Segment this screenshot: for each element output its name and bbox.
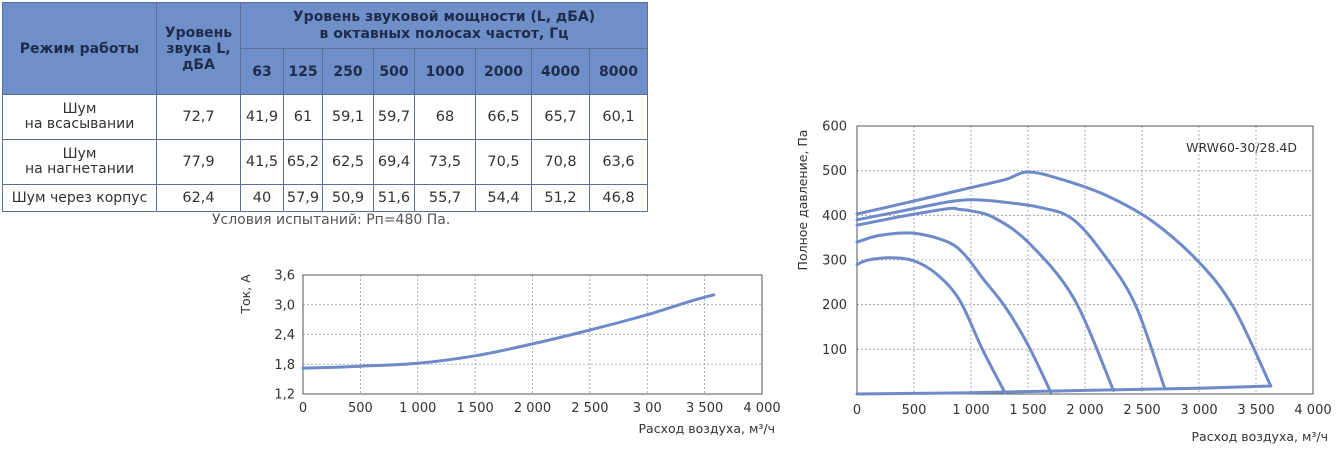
band-cell: 60,1 — [589, 94, 648, 140]
pressure-x-tick-label: 0 — [853, 403, 861, 418]
band-cell: 51,6 — [373, 184, 415, 212]
level-cell: 62,4 — [156, 184, 241, 212]
band-cell: 62,5 — [322, 139, 374, 185]
pressure-x-tick-label: 3 500 — [1237, 403, 1274, 418]
band-cell: 61 — [283, 94, 323, 140]
current-xlabel: Расход воздуха, м³/ч — [639, 421, 775, 436]
band-cell: 65,7 — [531, 94, 590, 140]
current-y-tick-label: 1,8 — [274, 358, 295, 373]
pressure-x-tick-label: 500 — [902, 403, 927, 418]
header-power-line1: Уровень звуковой мощности (L, дБА) — [292, 8, 596, 25]
mode-cell: Шум на нагнетании — [2, 139, 157, 185]
header-freq: 8000 — [589, 48, 648, 95]
pressure-curve-speed-3 — [855, 206, 1115, 392]
current-x-tick-label: 1 500 — [457, 401, 494, 416]
pressure-xlabel: Расход воздуха, м³/ч — [1192, 429, 1328, 444]
pressure-y-tick-label: 500 — [822, 164, 847, 179]
current-x-tick-label: 3 00 — [633, 401, 662, 416]
pressure-x-tick-label: 1 000 — [952, 403, 989, 418]
current-x-tick-label: 2 500 — [571, 401, 608, 416]
current-y-tick-label: 1,2 — [274, 388, 295, 403]
pressure-curve-speed-2 — [855, 231, 1053, 394]
pressure-x-tick-label: 3 000 — [1180, 403, 1217, 418]
table-row: Шум на нагнетании 77,9 41,5 65,2 62,5 69… — [2, 139, 648, 185]
current-x-tick-label: 3 500 — [686, 401, 723, 416]
mode-line: на всасывании — [24, 116, 135, 132]
test-conditions: Условия испытаний: Рп=480 Па. — [212, 212, 451, 228]
pressure-x-tick-label: 1 500 — [1009, 403, 1046, 418]
pressure-x-tick-label: 2 500 — [1123, 403, 1160, 418]
mode-line: Шум — [62, 146, 97, 162]
pressure-x-tick-label: 2 000 — [1066, 403, 1103, 418]
band-cell: 65,2 — [283, 139, 323, 185]
mode-line: на нагнетании — [24, 161, 135, 177]
band-cell: 41,5 — [240, 139, 284, 185]
header-freq: 1000 — [414, 48, 476, 95]
pressure-y-tick-label: 400 — [822, 209, 847, 224]
band-cell: 46,8 — [589, 184, 648, 212]
current-x-tick-label: 2 000 — [514, 401, 551, 416]
model-label: WRW60-30/28.4D — [1186, 140, 1297, 155]
band-cell: 66,5 — [475, 94, 532, 140]
pressure-y-tick-label: 100 — [822, 343, 847, 358]
current-x-tick-label: 0 — [299, 401, 307, 416]
band-cell: 50,9 — [322, 184, 374, 212]
band-cell: 70,5 — [475, 139, 532, 185]
band-cell: 51,2 — [531, 184, 590, 212]
band-cell: 73,5 — [414, 139, 476, 185]
band-cell: 59,7 — [373, 94, 415, 140]
pressure-plot-frame — [856, 125, 1314, 395]
mode-cell: Шум через корпус — [2, 184, 157, 212]
header-power-line2: в октавных полосах частот, Гц — [319, 25, 569, 42]
header-freq: 63 — [240, 48, 284, 95]
mode-line: Шум через корпус — [11, 189, 148, 206]
current-curve-current — [301, 293, 716, 370]
current-y-tick-label: 2,4 — [274, 328, 295, 343]
pressure-y-tick-label: 300 — [822, 254, 847, 269]
band-cell: 63,6 — [589, 139, 648, 185]
current-y-tick-label: 3,6 — [274, 269, 295, 284]
noise-table: Режим работы Уровень звука L, дБА Уровен… — [2, 2, 648, 212]
band-cell: 59,1 — [322, 94, 374, 140]
pressure-curve-system — [855, 384, 1273, 396]
level-cell: 72,7 — [156, 94, 241, 140]
current-ylabel: Ток, А — [238, 274, 253, 315]
pressure-curve-speed-1 — [855, 256, 1007, 395]
pressure-ylabel: Полное давление, Па — [795, 130, 810, 271]
pressure-y-tick-label: 600 — [822, 120, 847, 135]
header-power: Уровень звуковой мощности (L, дБА) в окт… — [240, 2, 648, 49]
band-cell: 54,4 — [475, 184, 532, 212]
band-cell: 57,9 — [283, 184, 323, 212]
mode-cell: Шум на всасывании — [2, 94, 157, 140]
header-freq: 500 — [373, 48, 415, 95]
mode-line: Шум — [62, 101, 97, 117]
band-cell: 55,7 — [414, 184, 476, 212]
current-x-tick-label: 4 000 — [743, 401, 780, 416]
table-row: Шум на всасывании 72,7 41,9 61 59,1 59,7… — [2, 94, 648, 140]
band-cell: 40 — [240, 184, 284, 212]
header-freq: 250 — [322, 48, 374, 95]
pressure-x-tick-label: 4 000 — [1294, 403, 1331, 418]
current-y-tick-label: 3,0 — [274, 298, 295, 313]
current-x-tick-label: 500 — [348, 401, 373, 416]
table-row: Шум через корпус 62,4 40 57,9 50,9 51,6 … — [2, 184, 648, 212]
header-freq: 4000 — [531, 48, 590, 95]
pressure-y-tick-label: 200 — [822, 298, 847, 313]
band-cell: 41,9 — [240, 94, 284, 140]
header-freq: 2000 — [475, 48, 532, 95]
current-plot-frame — [302, 274, 763, 395]
header-mode: Режим работы — [2, 2, 157, 95]
level-cell: 77,9 — [156, 139, 241, 185]
pressure-curve-speed-5 — [855, 170, 1273, 388]
pressure-curve-speed-4 — [855, 198, 1167, 391]
current-x-tick-label: 1 000 — [399, 401, 436, 416]
header-level-text: Уровень звука L, дБА — [164, 24, 233, 73]
